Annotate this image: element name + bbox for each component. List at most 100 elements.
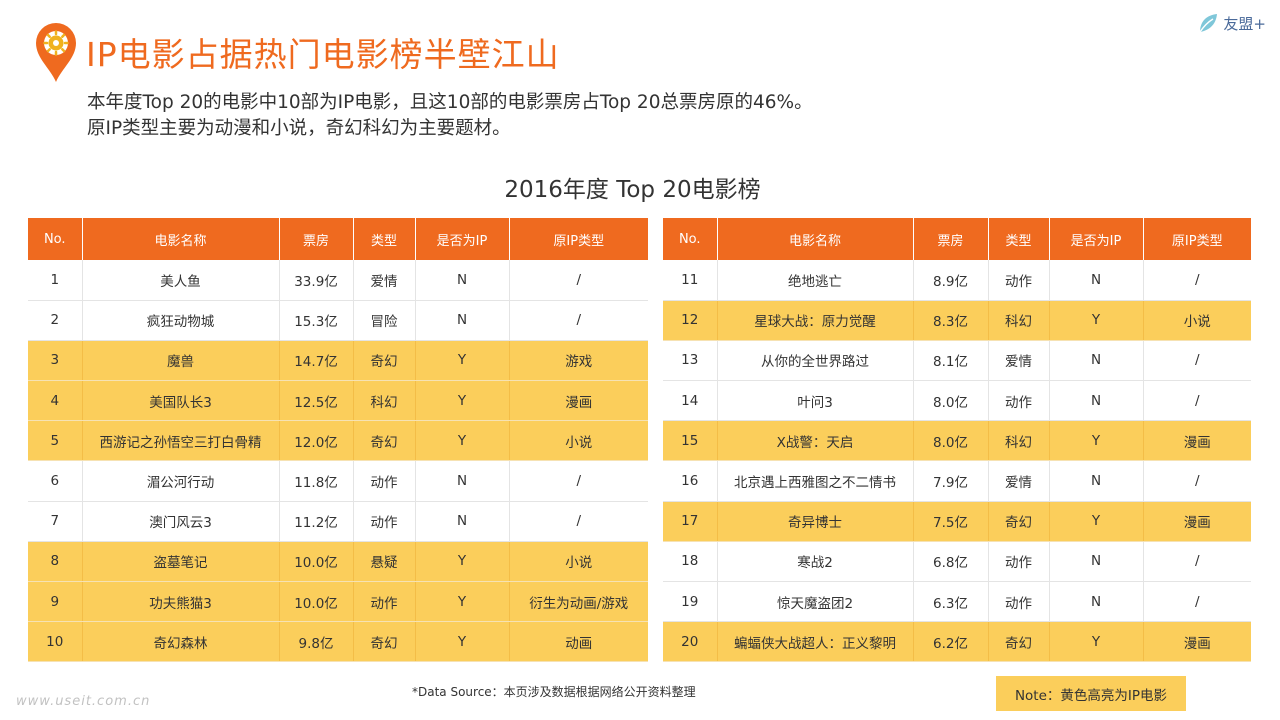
- cell-is-ip: N: [415, 460, 510, 502]
- column-header-name: 电影名称: [82, 218, 280, 260]
- cell-ip-type: 小说: [1143, 300, 1251, 341]
- table-row: 19 惊天魔盗团2 6.3亿 动作 N /: [663, 581, 1251, 623]
- cell-genre: 爱情: [988, 340, 1050, 382]
- cell-ip-type: /: [1143, 260, 1251, 301]
- ranking-table-left: No. 电影名称 票房 类型 是否为IP 原IP类型 1 美人鱼 33.9亿 爱情 N /…: [28, 218, 648, 663]
- subtitle-line: 本年度Top 20的电影中10部为IP电影，且这10部的电影票房占Top 20总…: [87, 92, 813, 113]
- cell-rank: 6: [28, 460, 83, 502]
- cell-movie-name: 从你的全世界路过: [717, 340, 914, 382]
- cell-box-office: 10.0亿: [279, 541, 354, 583]
- cell-movie-name: 盗墓笔记: [82, 541, 280, 583]
- cell-is-ip: Y: [415, 420, 510, 462]
- cell-genre: 爱情: [353, 260, 416, 301]
- cell-genre: 动作: [353, 460, 416, 502]
- column-header-genre: 类型: [353, 218, 416, 260]
- cell-genre: 奇幻: [353, 340, 416, 382]
- cell-box-office: 6.8亿: [913, 541, 989, 583]
- table-header-row: No. 电影名称 票房 类型 是否为IP 原IP类型: [28, 218, 648, 260]
- cell-box-office: 12.0亿: [279, 420, 354, 462]
- cell-is-ip: N: [1049, 581, 1144, 623]
- cell-rank: 4: [28, 380, 83, 422]
- cell-is-ip: N: [1049, 340, 1144, 382]
- cell-genre: 动作: [988, 541, 1050, 583]
- cell-is-ip: N: [415, 300, 510, 341]
- cell-rank: 5: [28, 420, 83, 462]
- cell-genre: 动作: [353, 581, 416, 623]
- table-row: 9 功夫熊猫3 10.0亿 动作 Y 衍生为动画/游戏: [28, 581, 648, 623]
- cell-is-ip: N: [1049, 380, 1144, 422]
- cell-ip-type: 动画: [509, 621, 648, 663]
- table-row: 4 美国队长3 12.5亿 科幻 Y 漫画: [28, 380, 648, 422]
- cell-rank: 12: [663, 300, 718, 341]
- cell-is-ip: Y: [415, 541, 510, 583]
- cell-box-office: 11.2亿: [279, 501, 354, 542]
- cell-rank: 13: [663, 340, 718, 382]
- table-row: 18 寒战2 6.8亿 动作 N /: [663, 541, 1251, 583]
- column-header-name: 电影名称: [717, 218, 914, 260]
- cell-genre: 动作: [353, 501, 416, 542]
- cell-genre: 科幻: [353, 380, 416, 422]
- table-row: 2 疯狂动物城 15.3亿 冒险 N /: [28, 300, 648, 341]
- cell-rank: 18: [663, 541, 718, 583]
- cell-genre: 科幻: [988, 420, 1050, 462]
- cell-movie-name: 叶问3: [717, 380, 914, 422]
- cell-box-office: 8.3亿: [913, 300, 989, 341]
- subtitle-line: 原IP类型主要为动漫和小说，奇幻科幻为主要题材。: [87, 118, 511, 139]
- cell-is-ip: Y: [415, 581, 510, 623]
- cell-movie-name: 寒战2: [717, 541, 914, 583]
- cell-is-ip: Y: [415, 621, 510, 663]
- cell-movie-name: 澳门风云3: [82, 501, 280, 542]
- column-header-is-ip: 是否为IP: [415, 218, 510, 260]
- cell-box-office: 6.2亿: [913, 621, 989, 663]
- cell-rank: 2: [28, 300, 83, 341]
- cell-movie-name: 功夫熊猫3: [82, 581, 280, 623]
- column-header-is-ip: 是否为IP: [1049, 218, 1144, 260]
- cell-genre: 动作: [988, 260, 1050, 301]
- cell-box-office: 11.8亿: [279, 460, 354, 502]
- cell-is-ip: Y: [1049, 621, 1144, 663]
- cell-movie-name: 蝙蝠侠大战超人：正义黎明: [717, 621, 914, 663]
- cell-rank: 16: [663, 460, 718, 502]
- cell-rank: 15: [663, 420, 718, 462]
- ranking-rows-right: 11 绝地逃亡 8.9亿 动作 N/12 星球大战：原力觉醒 8.3亿 科幻 Y 小说 13 从你的全…: [663, 260, 1251, 663]
- page-title: IP电影占据热门电影榜半壁江山: [86, 35, 560, 74]
- cell-ip-type: 漫画: [1143, 420, 1251, 462]
- table-row: 16 北京遇上西雅图之不二情书 7.9亿 爱情 N /: [663, 460, 1251, 502]
- cell-is-ip: N: [415, 260, 510, 301]
- cell-genre: 悬疑: [353, 541, 416, 583]
- cell-ip-type: 游戏: [509, 340, 648, 382]
- watermark: www.useit.com.cn: [16, 694, 151, 709]
- cell-genre: 奇幻: [353, 621, 416, 663]
- cell-rank: 7: [28, 501, 83, 542]
- cell-genre: 奇幻: [988, 621, 1050, 663]
- column-header-genre: 类型: [988, 218, 1050, 260]
- table-row: 17 奇异博士 7.5亿 奇幻 Y 漫画: [663, 501, 1251, 542]
- table-row: 14 叶问3 8.0亿 动作 N /: [663, 380, 1251, 422]
- cell-box-office: 7.5亿: [913, 501, 989, 542]
- cell-is-ip: N: [415, 501, 510, 542]
- cell-box-office: 10.0亿: [279, 581, 354, 623]
- cell-rank: 20: [663, 621, 718, 663]
- cell-genre: 奇幻: [988, 501, 1050, 542]
- cell-rank: 1: [28, 260, 83, 301]
- cell-rank: 9: [28, 581, 83, 623]
- cell-rank: 3: [28, 340, 83, 382]
- cell-ip-type: 漫画: [1143, 501, 1251, 542]
- cell-genre: 奇幻: [353, 420, 416, 462]
- column-header-ip-type: 原IP类型: [509, 218, 648, 260]
- cell-ip-type: /: [509, 300, 648, 341]
- cell-rank: 17: [663, 501, 718, 542]
- cell-ip-type: /: [1143, 541, 1251, 583]
- cell-box-office: 12.5亿: [279, 380, 354, 422]
- cell-box-office: 8.9亿: [913, 260, 989, 301]
- cell-ip-type: /: [1143, 340, 1251, 382]
- column-header-ip-type: 原IP类型: [1143, 218, 1251, 260]
- cell-movie-name: X战警：天启: [717, 420, 914, 462]
- table-row: 11 绝地逃亡 8.9亿 动作 N /: [663, 260, 1251, 301]
- cell-movie-name: 奇异博士: [717, 501, 914, 542]
- table-row: 3 魔兽 14.7亿 奇幻 Y 游戏: [28, 340, 648, 382]
- column-header-no: No.: [663, 218, 718, 260]
- cell-movie-name: 绝地逃亡: [717, 260, 914, 301]
- cell-movie-name: 北京遇上西雅图之不二情书: [717, 460, 914, 502]
- cell-is-ip: Y: [1049, 501, 1144, 542]
